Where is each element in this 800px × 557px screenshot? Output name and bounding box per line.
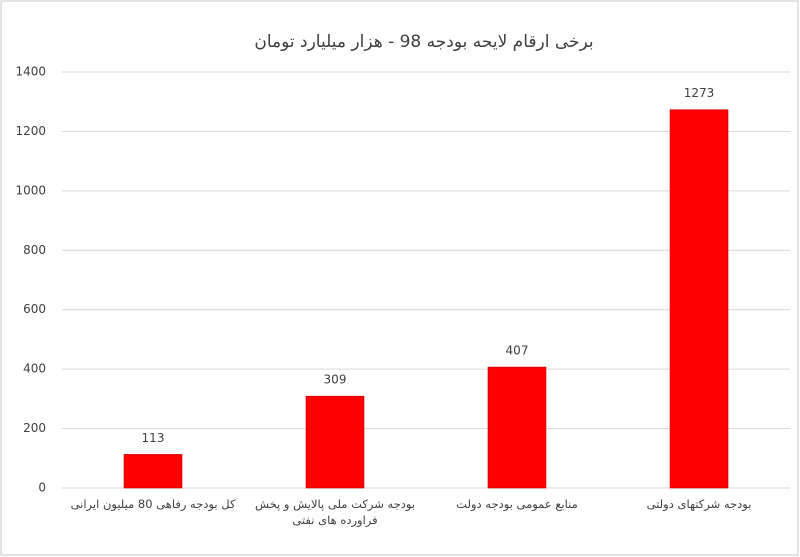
x-tick-label-box: منابع عمومی بودجه دولت: [456, 497, 578, 511]
x-tick-label: بودجه شرکتهای دولتی: [646, 497, 752, 511]
bar: [669, 109, 729, 489]
y-tick-label: 0: [38, 481, 46, 495]
y-tick-label: 1200: [15, 124, 46, 138]
data-label: 309: [324, 373, 347, 387]
bar: [305, 395, 365, 489]
y-tick-label: 1400: [15, 65, 46, 79]
y-tick-label: 400: [23, 362, 46, 376]
x-tick-label: منابع عمومی بودجه دولت: [456, 497, 578, 511]
bar: [487, 366, 547, 489]
x-tick-label: بودجه شرکت ملی پالایش و پخش فراورده های …: [254, 497, 416, 527]
bar: [123, 454, 183, 489]
data-label: 113: [142, 431, 165, 445]
y-tick-label: 200: [23, 421, 46, 435]
data-label: 1273: [684, 86, 715, 100]
y-tick-label: 1000: [15, 183, 46, 197]
x-tick-label: کل بودجه رفاهی 80 میلیون ایرانی: [70, 497, 236, 511]
x-tick-label-box: بودجه شرکتهای دولتی: [646, 497, 752, 511]
y-tick-label: 600: [23, 302, 46, 316]
x-tick-label-box: بودجه شرکت ملی پالایش و پخش فراورده های …: [254, 497, 416, 527]
chart-title: برخی ارقام لایحه بودجه 98 - هزار میلیارد…: [254, 32, 593, 52]
x-tick-label-box: کل بودجه رفاهی 80 میلیون ایرانی: [70, 497, 236, 511]
y-tick-label: 800: [23, 243, 46, 257]
data-label: 407: [506, 344, 529, 358]
